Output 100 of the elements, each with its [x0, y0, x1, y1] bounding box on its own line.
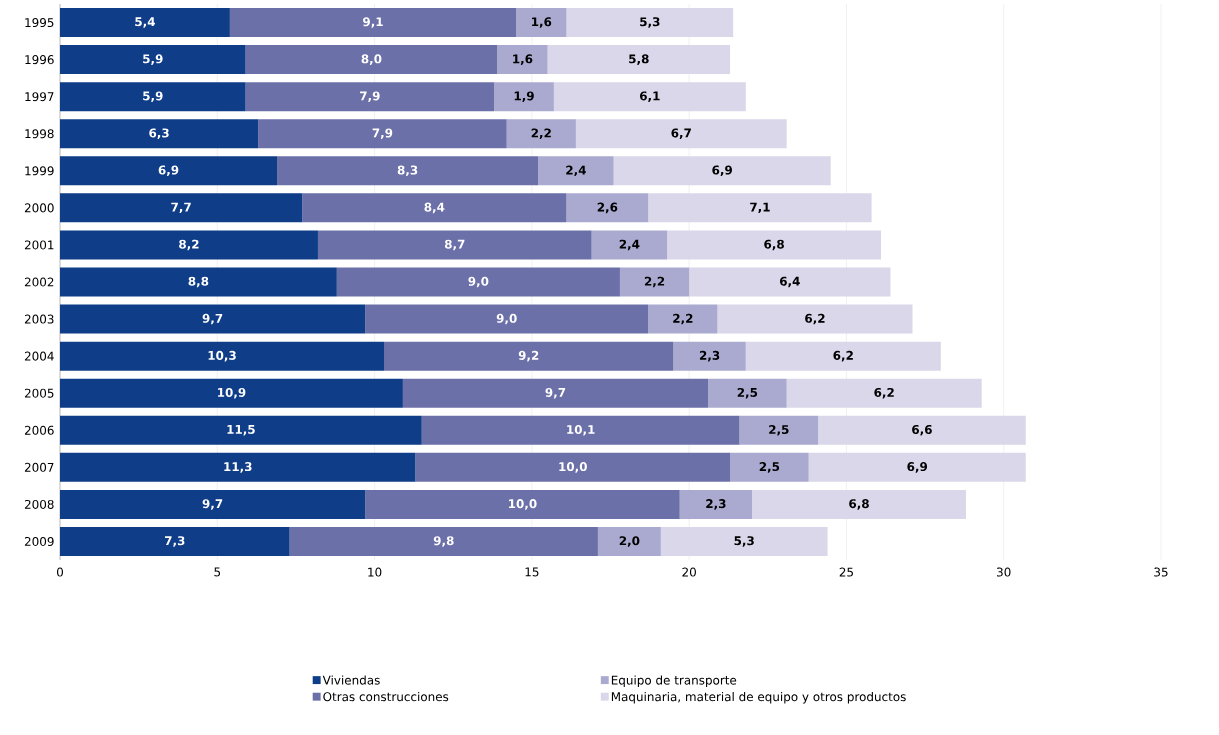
bar — [60, 341, 385, 371]
data-label: 7,7 — [171, 202, 191, 214]
bar — [365, 489, 680, 519]
y-tick-label: 2004 — [24, 351, 54, 361]
y-tick-label: 1997 — [25, 92, 54, 102]
data-label: 2,4 — [619, 239, 640, 251]
legend-label: Viviendas — [322, 675, 380, 685]
bar — [336, 267, 620, 297]
bar — [60, 304, 366, 334]
y-tick-label: 2006 — [24, 425, 54, 435]
data-label: 6,8 — [849, 499, 869, 510]
data-label: 1,6 — [513, 54, 533, 65]
x-tick-label: 25 — [839, 567, 853, 577]
data-label: 9,7 — [545, 387, 566, 399]
data-label: 2,2 — [644, 276, 665, 288]
bar — [597, 526, 661, 556]
data-label: 6,1 — [639, 91, 660, 102]
bar — [384, 341, 674, 371]
data-label: 7,3 — [165, 536, 185, 547]
data-label: 7,9 — [360, 91, 380, 102]
data-label: 10,0 — [509, 499, 537, 510]
legend-label: Otras construcciones — [323, 691, 449, 702]
bar — [365, 304, 649, 334]
bar — [591, 230, 668, 260]
data-label: 6,3 — [149, 128, 169, 140]
data-label: 9,7 — [202, 313, 223, 325]
bar — [506, 119, 576, 149]
bar — [258, 119, 507, 149]
bar — [808, 452, 1026, 482]
bar — [547, 45, 731, 75]
bar — [60, 489, 366, 519]
data-label: 5,8 — [629, 54, 649, 65]
data-label: 10,9 — [218, 387, 246, 399]
y-tick-label: 1996 — [25, 55, 54, 65]
data-label: 2,6 — [597, 202, 618, 214]
data-label: 6,2 — [805, 313, 825, 325]
bar — [739, 415, 819, 445]
data-label: 2,5 — [769, 424, 789, 436]
bar — [60, 452, 416, 482]
bar — [60, 230, 318, 260]
bar — [421, 415, 740, 445]
bar — [60, 193, 303, 223]
bar — [289, 526, 598, 556]
data-label: 8,0 — [361, 54, 382, 65]
data-label: 2,5 — [759, 462, 780, 473]
data-label: 8,8 — [188, 276, 209, 288]
data-label: 10,0 — [559, 462, 587, 473]
data-label: 8,2 — [179, 239, 199, 251]
bar — [229, 8, 517, 38]
bar — [60, 82, 246, 112]
data-label: 6,6 — [912, 425, 932, 436]
data-label: 2,3 — [699, 350, 720, 362]
bar — [679, 489, 753, 519]
y-tick-label: 2008 — [24, 499, 54, 509]
bar — [660, 526, 828, 556]
y-tick-label: 2001 — [24, 240, 54, 250]
data-label: 8,3 — [397, 165, 418, 177]
bar — [516, 8, 567, 38]
bar — [245, 82, 495, 112]
bar — [317, 230, 592, 260]
bar — [708, 378, 787, 408]
y-tick-label: 2002 — [24, 277, 54, 287]
data-label: 2,0 — [619, 536, 640, 547]
data-label: 9,7 — [202, 499, 223, 510]
data-label: 6,7 — [671, 128, 691, 140]
bar — [497, 45, 548, 75]
data-label: 10,3 — [208, 350, 236, 362]
bar — [673, 341, 746, 371]
bar — [60, 45, 246, 75]
y-tick-label: 2000 — [24, 203, 54, 213]
bar — [538, 156, 614, 186]
bar — [818, 415, 1026, 445]
bar — [60, 267, 337, 297]
bar — [717, 304, 913, 334]
data-label: 1,9 — [514, 91, 534, 102]
data-label: 6,9 — [712, 165, 732, 177]
bar — [302, 193, 567, 223]
x-tick-label: 5 — [214, 567, 221, 577]
data-label: 9,2 — [518, 350, 539, 362]
x-tick-label: 35 — [1154, 567, 1168, 577]
data-label: 9,0 — [496, 313, 517, 325]
y-tick-label: 2009 — [24, 536, 54, 546]
legend-label: Equipo de transporte — [611, 675, 737, 687]
data-label: 11,3 — [224, 462, 252, 473]
x-tick-label: 0 — [56, 567, 64, 577]
data-label: 7,1 — [750, 202, 770, 214]
x-tick-label: 15 — [525, 567, 539, 577]
bar — [575, 119, 787, 149]
y-tick-label: 2005 — [24, 388, 54, 398]
data-label: 6,9 — [158, 165, 179, 177]
data-label: 9,1 — [363, 17, 383, 28]
data-label: 6,8 — [764, 239, 784, 251]
data-label: 9,8 — [433, 536, 454, 547]
data-label: 7,9 — [372, 128, 393, 140]
data-label: 2,2 — [673, 313, 693, 325]
data-label: 5,9 — [143, 91, 163, 102]
bar — [60, 8, 230, 38]
bar — [648, 304, 718, 334]
bar — [494, 82, 554, 112]
bar — [689, 267, 891, 297]
